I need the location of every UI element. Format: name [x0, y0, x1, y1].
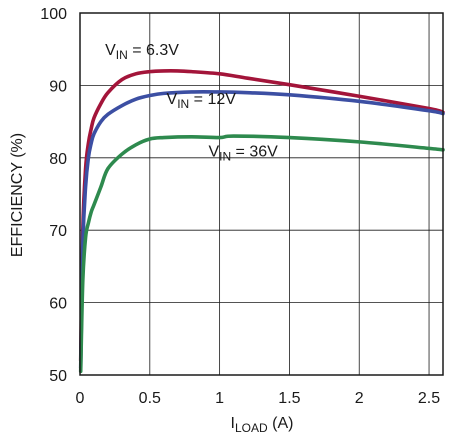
- series-label-sub: IN: [116, 48, 128, 62]
- grid: [80, 13, 443, 375]
- series-label-sub: IN: [177, 97, 189, 111]
- series-label-value: = 36V: [231, 143, 278, 160]
- series-label-prefix: V: [167, 91, 178, 108]
- y-tick-label: 80: [49, 151, 67, 168]
- x-axis-label-unit: (A): [268, 415, 294, 432]
- series-line-12V: [78, 89, 445, 370]
- series-label-value: = 6.3V: [128, 42, 179, 59]
- curves: [78, 69, 445, 374]
- x-tick-label: 0.5: [139, 390, 161, 407]
- x-tick-labels: 0 0.5 1 1.5 2 2.5: [76, 390, 441, 407]
- y-tick-label: 90: [49, 78, 67, 95]
- y-tick-label: 100: [40, 6, 67, 23]
- x-tick-label: 2: [355, 390, 364, 407]
- plot-frame: [79, 12, 444, 376]
- y-tick-label: 50: [49, 368, 67, 385]
- series-label-6.3V: VIN = 6.3V: [105, 42, 179, 62]
- x-tick-label: 1: [215, 390, 224, 407]
- x-axis-label: ILOAD (A): [231, 415, 294, 435]
- x-tick-label: 2.5: [418, 390, 440, 407]
- series-line-36V: [78, 134, 445, 374]
- x-axis-label-sub: LOAD: [235, 421, 268, 435]
- series-line-6.3V: [78, 69, 445, 363]
- series-label-sub: IN: [219, 149, 231, 163]
- series-label-36V: VIN = 36V: [208, 143, 278, 163]
- x-tick-label: 0: [76, 390, 85, 407]
- series-label-12V: VIN = 12V: [167, 91, 237, 111]
- series-label-prefix: V: [105, 42, 116, 59]
- series-label-prefix: V: [208, 143, 219, 160]
- y-tick-labels: 50 60 70 80 90 100: [40, 6, 67, 385]
- y-axis-label: EFFICIENCY (%): [9, 133, 26, 257]
- x-axis-label-main: I: [231, 415, 235, 432]
- y-tick-label: 70: [49, 223, 67, 240]
- y-tick-label: 60: [49, 296, 67, 313]
- series-label-value: = 12V: [189, 91, 236, 108]
- x-tick-label: 1.5: [278, 390, 300, 407]
